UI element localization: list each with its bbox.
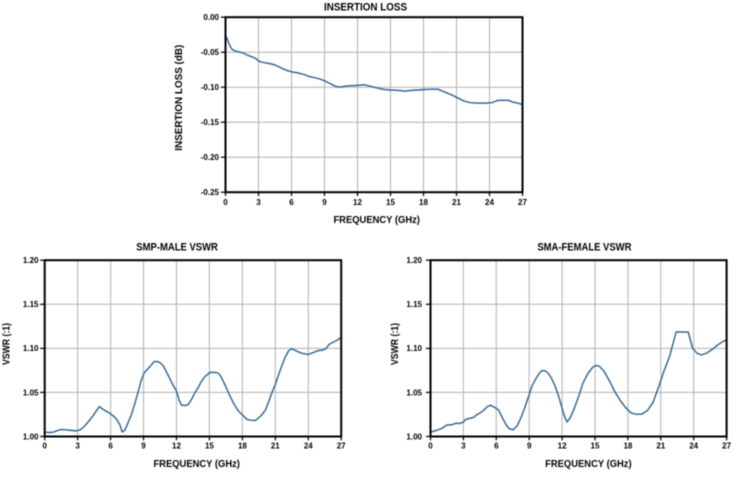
- svg-text:1.05: 1.05: [406, 388, 422, 397]
- svg-text:1.20: 1.20: [406, 256, 422, 265]
- svg-text:18: 18: [238, 441, 247, 450]
- svg-text:6: 6: [289, 198, 294, 207]
- svg-text:FREQUENCY (GHz): FREQUENCY (GHz): [545, 459, 632, 470]
- svg-text:3: 3: [461, 441, 466, 450]
- svg-text:24: 24: [485, 198, 494, 207]
- svg-text:0: 0: [42, 441, 47, 450]
- svg-text:9: 9: [527, 441, 532, 450]
- svg-text:SMP-MALE VSWR: SMP-MALE VSWR: [136, 241, 218, 253]
- svg-text:9: 9: [322, 198, 327, 207]
- svg-text:12: 12: [558, 441, 567, 450]
- svg-text:6: 6: [494, 441, 499, 450]
- svg-text:9: 9: [141, 441, 146, 450]
- svg-text:1.10: 1.10: [23, 344, 39, 353]
- svg-text:-0.05: -0.05: [201, 48, 220, 57]
- svg-text:SMA-FEMALE VSWR: SMA-FEMALE VSWR: [537, 241, 631, 253]
- svg-text:15: 15: [205, 441, 214, 450]
- svg-text:-0.10: -0.10: [201, 83, 220, 92]
- svg-text:FREQUENCY (GHz): FREQUENCY (GHz): [333, 215, 420, 226]
- svg-text:1.20: 1.20: [23, 256, 39, 265]
- svg-text:1.15: 1.15: [406, 300, 422, 309]
- svg-text:21: 21: [271, 441, 280, 450]
- svg-text:21: 21: [452, 198, 461, 207]
- svg-text:VSWR (:1): VSWR (:1): [390, 323, 401, 365]
- svg-text:12: 12: [172, 441, 181, 450]
- svg-text:18: 18: [623, 441, 632, 450]
- svg-text:-0.15: -0.15: [201, 118, 220, 127]
- svg-text:27: 27: [722, 441, 731, 450]
- svg-text:1.00: 1.00: [23, 432, 39, 441]
- svg-text:INSERTION LOSS (dB): INSERTION LOSS (dB): [174, 45, 185, 151]
- svg-text:1.10: 1.10: [406, 344, 422, 353]
- svg-text:1.05: 1.05: [23, 388, 39, 397]
- svg-text:-0.25: -0.25: [201, 188, 220, 197]
- svg-text:0: 0: [223, 198, 228, 207]
- svg-text:24: 24: [304, 441, 313, 450]
- svg-text:FREQUENCY (GHz): FREQUENCY (GHz): [153, 459, 240, 470]
- svg-text:21: 21: [656, 441, 665, 450]
- svg-text:15: 15: [386, 198, 395, 207]
- svg-text:1.15: 1.15: [23, 300, 39, 309]
- svg-text:0.00: 0.00: [203, 13, 219, 22]
- svg-text:24: 24: [689, 441, 698, 450]
- svg-text:12: 12: [353, 198, 362, 207]
- svg-text:3: 3: [75, 441, 80, 450]
- svg-text:0: 0: [428, 441, 433, 450]
- svg-text:27: 27: [337, 441, 346, 450]
- svg-text:6: 6: [108, 441, 113, 450]
- svg-text:18: 18: [419, 198, 428, 207]
- svg-text:1.00: 1.00: [406, 432, 422, 441]
- svg-text:27: 27: [518, 198, 527, 207]
- svg-text:INSERTION LOSS: INSERTION LOSS: [324, 2, 407, 14]
- svg-text:15: 15: [591, 441, 600, 450]
- svg-text:3: 3: [256, 198, 261, 207]
- svg-text:VSWR (:1): VSWR (:1): [2, 323, 13, 365]
- svg-text:-0.20: -0.20: [201, 153, 220, 162]
